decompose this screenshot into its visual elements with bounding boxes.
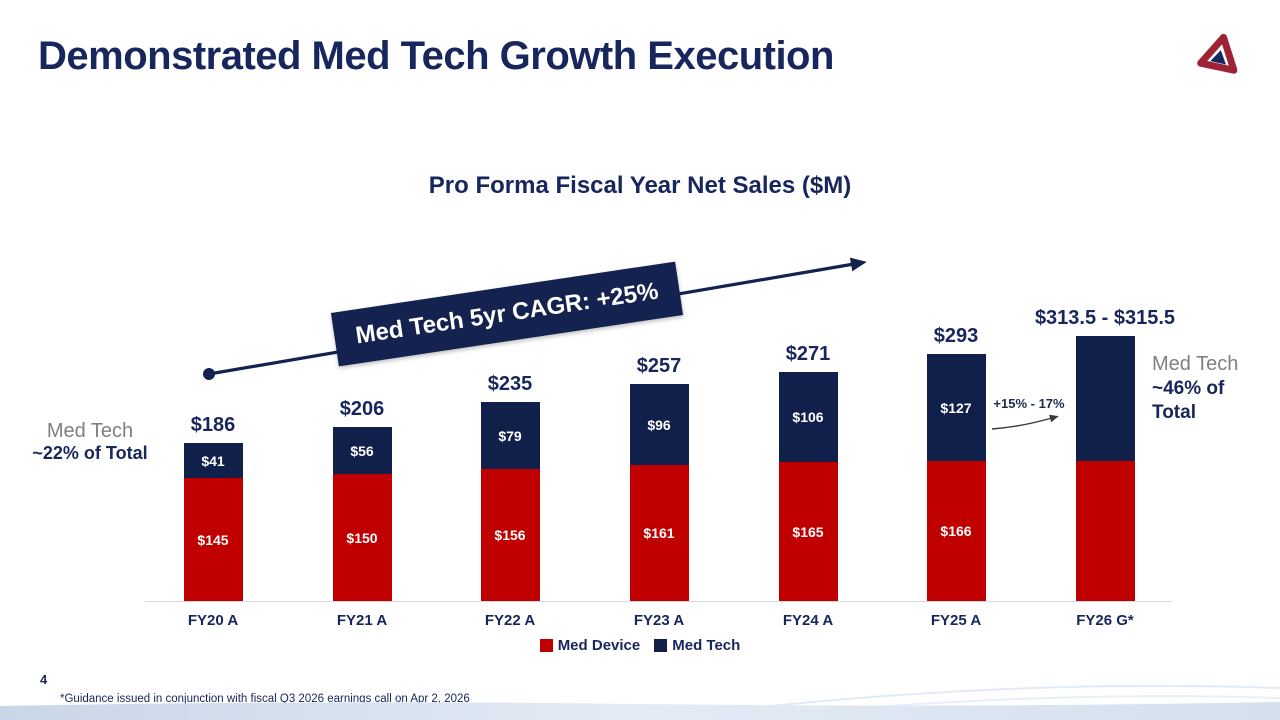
bar-segment-med-device: $165 bbox=[778, 462, 838, 601]
page-number: 4 bbox=[40, 672, 48, 687]
x-axis-category-label: FY25 A bbox=[930, 612, 982, 629]
bar-segment-med-device bbox=[1075, 461, 1135, 601]
med-tech-value-label: $79 bbox=[498, 427, 522, 444]
legend-label-med-tech: Med Tech bbox=[672, 637, 741, 654]
company-logo-icon bbox=[1196, 30, 1244, 78]
right-callout: Med Tech ~46% of Total bbox=[1152, 352, 1238, 425]
bar-segment-med-tech: $79 bbox=[480, 402, 540, 469]
slide-title: Demonstrated Med Tech Growth Execution bbox=[38, 34, 834, 78]
bar-total-label: $206 bbox=[339, 398, 385, 420]
x-axis-category-label: FY20 A bbox=[187, 612, 239, 629]
growth-range-arrow-icon bbox=[991, 414, 1059, 430]
x-axis-line bbox=[145, 601, 1172, 602]
footnote: *Guidance issued in conjunction with fis… bbox=[60, 693, 470, 705]
legend-item-med-tech: Med Tech bbox=[654, 637, 740, 654]
bar-segment-med-tech: $56 bbox=[332, 427, 392, 474]
growth-range-label: +15% - 17% bbox=[993, 396, 1065, 411]
bar-segment-med-tech: $41 bbox=[183, 443, 243, 478]
bar-segment-med-tech: $96 bbox=[629, 384, 689, 465]
x-axis-category-label: FY26 G* bbox=[1076, 612, 1134, 629]
med-device-value-label: $165 bbox=[792, 523, 824, 540]
chart-title: Pro Forma Fiscal Year Net Sales ($M) bbox=[428, 172, 852, 199]
left-callout-title: Med Tech bbox=[46, 420, 134, 442]
bar-segment-med-tech: $106 bbox=[778, 372, 838, 462]
med-tech-value-label: $96 bbox=[647, 416, 671, 433]
bar-total-label: $313.5 - $315.5 bbox=[1034, 307, 1176, 329]
x-axis-category-label: FY23 A bbox=[633, 612, 685, 629]
x-axis-category-label: FY21 A bbox=[336, 612, 388, 629]
med-device-value-label: $166 bbox=[940, 523, 972, 539]
right-callout-value-line1: ~46% of bbox=[1152, 378, 1225, 399]
med-device-value-label: $161 bbox=[643, 525, 675, 541]
x-axis-category-label: FY24 A bbox=[782, 612, 834, 629]
chart-legend: Med Device Med Tech bbox=[0, 637, 1280, 654]
right-callout-title: Med Tech bbox=[1152, 353, 1239, 375]
bar-segment-med-device: $145 bbox=[183, 478, 243, 601]
med-device-value-label: $150 bbox=[346, 529, 378, 546]
med-device-swatch-icon bbox=[539, 639, 553, 652]
bar-segment-med-device: $161 bbox=[629, 465, 689, 601]
bar-total-label: $186 bbox=[190, 414, 236, 436]
x-axis-category-label: FY22 A bbox=[484, 612, 536, 629]
med-tech-value-label: $106 bbox=[792, 409, 824, 425]
bar-total-label: $271 bbox=[785, 343, 831, 365]
med-device-value-label: $156 bbox=[494, 527, 526, 543]
legend-item-med-device: Med Device bbox=[539, 637, 641, 654]
right-callout-value-line2: Total bbox=[1152, 401, 1196, 423]
bar-total-label: $235 bbox=[487, 373, 533, 395]
bar-segment-med-tech bbox=[1075, 336, 1135, 461]
bar-segment-med-tech: $127 bbox=[926, 354, 986, 461]
med-tech-value-label: $41 bbox=[201, 452, 225, 469]
bar-total-label: $293 bbox=[933, 325, 979, 347]
bar-segment-med-device: $166 bbox=[926, 461, 986, 601]
med-tech-swatch-icon bbox=[654, 639, 668, 652]
bar-segment-med-device: $156 bbox=[480, 469, 540, 601]
bar-total-label: $257 bbox=[636, 355, 682, 377]
left-callout-value: ~22% of Total bbox=[32, 443, 148, 463]
left-callout: Med Tech ~22% of Total bbox=[6, 420, 174, 464]
legend-label-med-device: Med Device bbox=[557, 637, 641, 654]
med-tech-value-label: $127 bbox=[940, 399, 972, 416]
bar-segment-med-device: $150 bbox=[332, 474, 392, 601]
bottom-decoration bbox=[0, 684, 1280, 720]
med-device-value-label: $145 bbox=[197, 531, 229, 548]
med-tech-value-label: $56 bbox=[350, 442, 374, 459]
